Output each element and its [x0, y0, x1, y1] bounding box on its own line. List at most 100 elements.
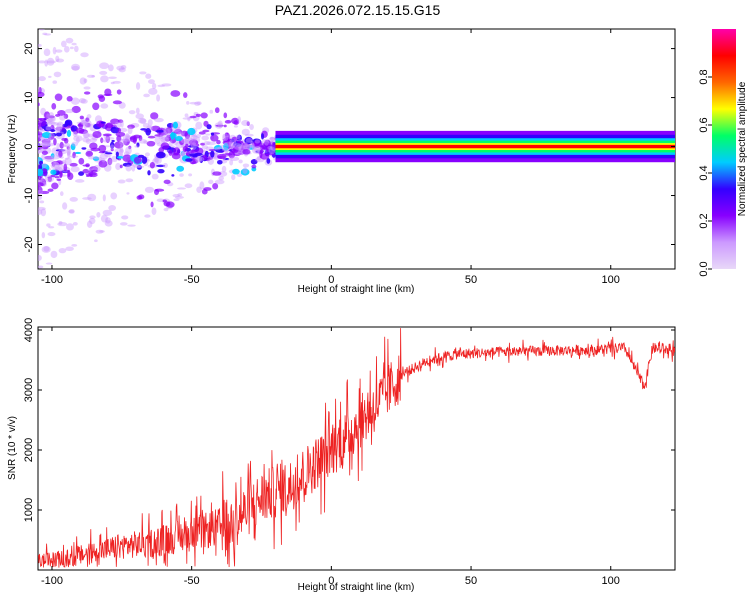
spectrogram-noise-blob — [127, 126, 133, 135]
spectrogram-noise-blob — [138, 138, 147, 144]
spectrogram-noise-blob — [223, 112, 228, 119]
spectrogram-noise-blob — [93, 156, 103, 160]
spectrogram-noise-blob — [151, 207, 157, 215]
spectrogram-noise-blob — [85, 173, 93, 176]
spectrogram-noise-blob — [71, 63, 81, 71]
spectrogram-noise-blob — [50, 169, 57, 175]
spectrogram-noise-blob — [38, 190, 43, 195]
spectrogram-noise-blob — [100, 214, 108, 223]
spectrogram-noise-blob — [125, 178, 134, 183]
spectrogram-noise-blob — [90, 169, 98, 173]
spectrogram-noise-blob — [160, 142, 170, 150]
spectrogram-noise-blob — [170, 125, 181, 133]
spectrogram-noise-blob — [215, 148, 225, 153]
spectrogram-noise-blob — [78, 157, 85, 165]
spectrogram-noise-blob — [250, 159, 258, 165]
spectrogram-noise-blob — [271, 141, 276, 150]
spectrogram-noise-blob — [74, 179, 85, 183]
spectrogram-noise-blob — [162, 199, 167, 203]
spectrogram-noise-blob — [127, 124, 135, 129]
spectrogram-noise-blob — [116, 135, 122, 142]
spectrogram-noise-blob — [108, 158, 113, 166]
snr-frame — [37, 326, 676, 571]
spectrogram-noise-blob — [102, 194, 106, 202]
spectrogram-noise-blob — [74, 45, 79, 53]
spectrogram-noise-blob — [65, 37, 74, 44]
spectrogram-noise-blob — [236, 140, 244, 144]
spectrogram-noise-blob — [38, 60, 46, 64]
spectrogram-noise-blob — [55, 149, 66, 152]
spectrogram-noise-blob — [111, 139, 115, 143]
spectrogram-noise-blob — [228, 150, 236, 159]
spectrogram-noise-blob — [46, 142, 55, 147]
spectrogram-noise-blob — [206, 141, 216, 146]
spectrogram-noise-blob — [44, 59, 48, 67]
spectrogram-noise-blob — [139, 118, 147, 124]
spectrogram-noise-blob — [72, 151, 76, 159]
spectrogram-noise-blob — [115, 151, 119, 157]
spectrogram-noise-blob — [242, 149, 251, 155]
spectrogram-noise-blob — [56, 178, 62, 181]
spectrogram-noise-blob — [70, 143, 76, 151]
snr-y-axis-label: SNR (10 * v/v) — [7, 416, 18, 480]
spectrogram-noise-blob — [215, 124, 224, 127]
spectrogram-noise-blob — [139, 71, 147, 75]
spectrogram-noise-blob — [74, 151, 82, 155]
spectrogram-noise-blob — [59, 170, 63, 179]
spectrogram-noise-blob — [244, 145, 255, 148]
spectrogram-noise-blob — [114, 141, 124, 149]
spectrogram-noise-blob — [148, 88, 158, 95]
spectrogram-noise-blob — [90, 147, 101, 152]
spectrogram-noise-blob — [58, 163, 64, 169]
spectrogram-x-tick-label: 50 — [465, 274, 477, 286]
spectrogram-noise-blob — [143, 93, 150, 98]
spectrogram-noise-blob — [38, 175, 42, 181]
spectrogram-noise-blob — [233, 146, 239, 153]
spectrogram-noise-blob — [173, 198, 180, 202]
spectrogram-noise-blob — [241, 128, 250, 136]
spectrogram-noise-blob — [43, 168, 48, 172]
spectrogram-noise-blob — [186, 100, 190, 105]
spectrogram-noise-blob — [79, 115, 84, 120]
spectrogram-noise-blob — [245, 137, 253, 143]
spectrogram-noise-blob — [122, 162, 133, 167]
spectrogram-noise-blob — [133, 156, 142, 164]
spectrogram-noise-blob — [50, 250, 58, 259]
spectrogram-noise-blob — [55, 125, 63, 132]
spectrogram-noise-blob — [144, 186, 155, 193]
spectrogram-noise-blob — [172, 121, 179, 129]
colorbar: 0.0 0.2 0.4 0.6 0.8 Normalized spectral ampl… — [698, 29, 748, 277]
spectrogram-noise-blob — [174, 195, 184, 199]
spectrogram-noise-blob — [243, 142, 248, 145]
spectrogram-noise-blob — [82, 136, 90, 143]
spectrogram-noise-blob — [144, 152, 150, 157]
spectrogram-x-tick-label: -50 — [184, 274, 200, 286]
spectrogram-noise-blob — [86, 74, 95, 78]
spectrogram-noise-blob — [86, 220, 93, 228]
spectrogram-noise-blob — [65, 246, 74, 251]
spectrogram-noise-blob — [157, 84, 166, 88]
spectrogram-noise-blob — [231, 117, 240, 125]
spectrogram-noise-blob — [119, 127, 128, 133]
spectrogram-noise-blob — [87, 193, 97, 202]
spectrogram-noise-blob — [53, 138, 57, 146]
spectrogram-noise-blob — [38, 127, 43, 134]
spectrogram-noise-blob — [128, 145, 132, 150]
spectrogram-noise-blob — [224, 120, 232, 124]
spectrogram-noise-blob — [50, 154, 61, 160]
spectrogram-noise-blob — [209, 109, 214, 114]
spectrogram-noise-blob — [41, 143, 51, 148]
spectrogram-noise-blob — [182, 117, 193, 120]
spectrogram-noise-blob — [55, 55, 60, 63]
snr-y-tick-label: 4000 — [23, 318, 35, 342]
spectrogram-noise-blob — [265, 153, 276, 156]
spectrogram-noise-blob — [105, 122, 114, 129]
spectrogram-noise-blob — [75, 127, 85, 134]
spectrogram-noise-blob — [140, 128, 148, 131]
spectrogram-noise-blob — [166, 122, 175, 128]
spectrogram-noise-blob — [47, 115, 55, 123]
spectrogram-noise-blob — [151, 173, 159, 180]
spectrogram-noise-blob — [216, 139, 221, 145]
spectrogram-noise-blob — [135, 107, 140, 115]
spectrogram-noise-blob — [87, 155, 96, 160]
